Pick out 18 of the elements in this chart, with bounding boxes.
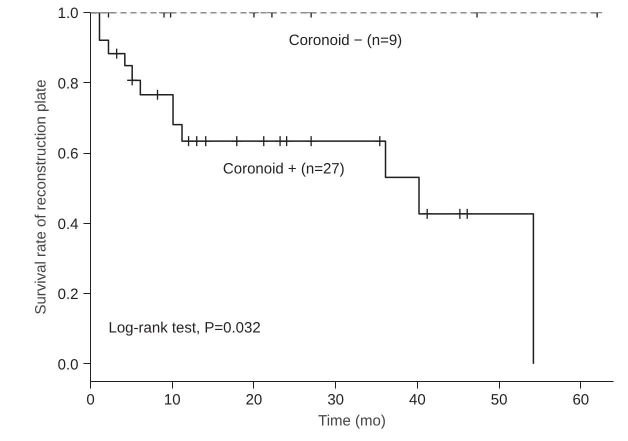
x-tick-label: 40	[409, 392, 426, 408]
series-label: Coronoid − (n=9)	[288, 32, 402, 49]
annotation: Log-rank test, P=0.032	[108, 320, 261, 336]
y-tick-label: 0.8	[58, 75, 79, 92]
series-label: Coronoid + (n=27)	[222, 160, 345, 178]
x-tick-label: 20	[246, 392, 262, 408]
x-tick-label: 10	[164, 392, 181, 408]
x-tick-label: 50	[490, 392, 508, 408]
y-tick-label: 0.2	[58, 286, 79, 304]
y-tick-label: 1.0	[58, 5, 79, 22]
x-tick-label: 60	[572, 392, 590, 408]
x-axis-title: Time (mo)	[318, 412, 386, 430]
x-tick-label: 30	[327, 392, 344, 408]
y-tick-label: 0.6	[58, 146, 79, 163]
y-tick-label: 0.4	[58, 216, 79, 233]
y-tick-label: 0.0	[58, 356, 79, 374]
y-axis-title: Survival rate of reconstruction plate	[32, 79, 50, 315]
x-tick-label: 0	[86, 392, 95, 408]
